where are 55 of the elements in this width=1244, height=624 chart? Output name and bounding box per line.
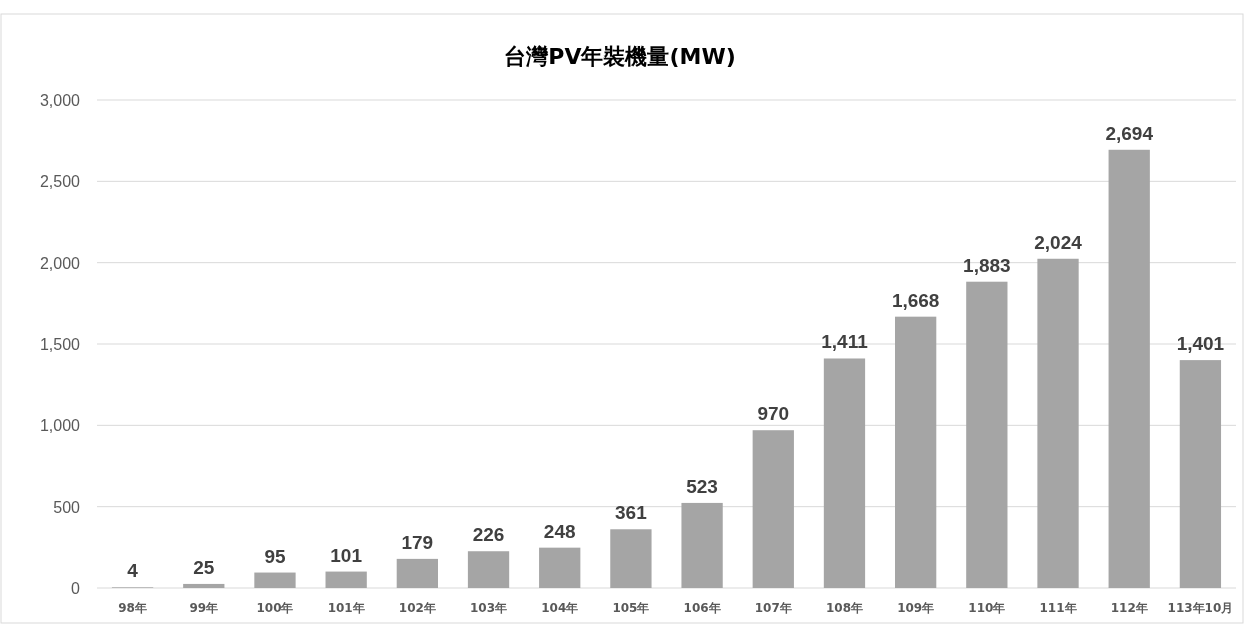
- bar: [823, 358, 866, 588]
- x-tick-label: 110年: [968, 601, 1006, 615]
- y-tick-label: 3,000: [39, 92, 81, 109]
- bar: [752, 430, 794, 588]
- bar: [539, 547, 581, 588]
- x-tick-label: 106年: [683, 601, 721, 615]
- x-tick-label: 102年: [398, 601, 436, 615]
- data-label: 970: [757, 403, 790, 425]
- x-tick-label: 112年: [1110, 601, 1148, 615]
- bar: [966, 281, 1008, 588]
- bar: [681, 502, 723, 588]
- bar: [325, 571, 367, 588]
- data-label: 101: [330, 544, 363, 566]
- x-tick-label: 100年: [256, 601, 294, 615]
- data-label: 1,883: [963, 254, 1011, 276]
- y-tick-label: 2,000: [39, 254, 81, 272]
- y-tick-label: 0: [71, 580, 81, 597]
- x-tick-label: 111年: [1039, 601, 1077, 615]
- data-label: 25: [193, 556, 215, 578]
- data-label: 4: [127, 560, 139, 582]
- bar: [396, 558, 438, 588]
- data-label: 1,401: [1176, 333, 1225, 355]
- bar: [1037, 258, 1079, 588]
- bar: [1179, 360, 1222, 588]
- data-label: 1,411: [821, 331, 869, 353]
- bar: [183, 583, 225, 588]
- x-tick-label: 104年: [541, 601, 579, 615]
- data-label: 179: [401, 531, 434, 553]
- data-label: 226: [472, 524, 505, 546]
- data-label: 1,668: [891, 289, 940, 311]
- data-label: 2,024: [1034, 231, 1083, 253]
- x-tick-label: 109年: [897, 601, 935, 615]
- x-tick-label: 108年: [825, 601, 863, 615]
- data-label: 248: [543, 520, 576, 542]
- bar: [1108, 149, 1150, 588]
- x-tick-label: 103年: [470, 601, 508, 615]
- x-tick-label: 99年: [189, 601, 219, 615]
- bar: [610, 529, 652, 588]
- y-tick-label: 500: [53, 498, 81, 516]
- y-tick-label: 1,000: [39, 417, 81, 435]
- data-label: 2,694: [1105, 122, 1154, 144]
- bar: [254, 572, 296, 588]
- x-tick-label: 113年10月: [1167, 601, 1234, 615]
- x-tick-label: 98年: [118, 601, 147, 615]
- bar: [895, 316, 937, 588]
- x-tick-label: 105年: [612, 601, 650, 615]
- bar: [467, 551, 510, 588]
- x-tick-label: 101年: [327, 601, 365, 615]
- chart-title: 台灣PV年裝機量(MW): [504, 44, 736, 69]
- x-tick-label: 107年: [754, 601, 792, 615]
- data-label: 95: [264, 545, 286, 567]
- y-tick-label: 2,500: [39, 173, 81, 191]
- data-label: 361: [615, 502, 648, 524]
- y-tick-label: 1,500: [39, 336, 81, 353]
- data-label: 523: [686, 475, 718, 497]
